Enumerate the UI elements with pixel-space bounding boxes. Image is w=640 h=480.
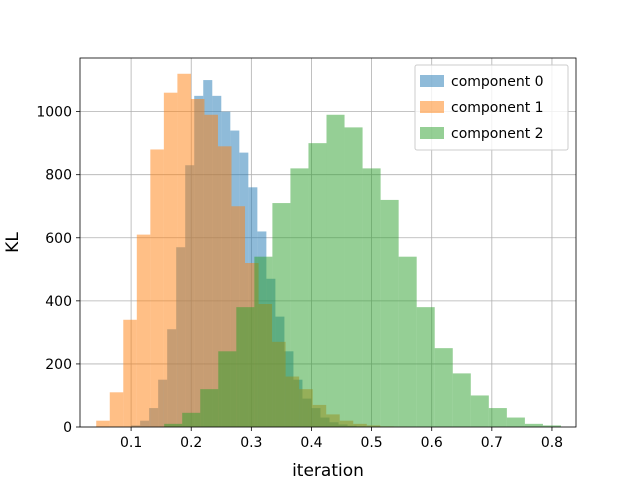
legend: component 0 component 1 component 2 — [414, 64, 569, 151]
legend-label: component 2 — [451, 126, 544, 142]
histogram-bar — [326, 114, 345, 428]
histogram-bar — [109, 392, 124, 427]
histogram-bar — [163, 92, 178, 427]
y-axis-label: KL — [3, 232, 23, 253]
legend-label: component 0 — [451, 74, 544, 90]
histogram-bar — [344, 127, 363, 427]
y-tick-label: 1000 — [36, 105, 72, 121]
histogram-bar — [416, 307, 435, 427]
histogram-bar — [452, 373, 471, 427]
axis-ticks: 0.1 0.2 0.3 0.4 0.5 0.6 0.7 0.8 0 200 400 600 800 100… — [36, 105, 563, 451]
x-axis-label: iteration — [292, 461, 364, 480]
histogram-bar — [506, 417, 525, 427]
histogram-bar — [254, 256, 273, 427]
legend-box — [414, 64, 569, 151]
x-tick-label: 0.7 — [481, 435, 503, 451]
histogram-bar — [164, 423, 183, 427]
legend-swatch — [420, 127, 444, 139]
histogram-bar — [362, 168, 381, 427]
histogram-bar — [182, 412, 201, 427]
histogram-bar — [524, 423, 543, 427]
x-tick-label: 0.1 — [120, 435, 142, 451]
histogram-bar — [290, 168, 309, 427]
histogram-bar — [236, 307, 255, 427]
histogram-bars — [96, 73, 561, 428]
histogram-bar — [470, 395, 489, 427]
histogram-bar — [200, 389, 219, 427]
histogram-bar — [434, 348, 453, 427]
x-tick-label: 0.6 — [421, 435, 443, 451]
histogram-bar — [272, 203, 291, 427]
histogram-bar — [488, 408, 507, 427]
plot-frame — [79, 57, 577, 428]
series-2-bars — [164, 114, 561, 428]
histogram-bar — [96, 420, 110, 427]
legend-label: component 1 — [451, 100, 544, 116]
histogram-bar — [308, 143, 327, 427]
x-tick-label: 0.5 — [360, 435, 382, 451]
y-tick-label: 600 — [45, 231, 72, 247]
y-tick-label: 400 — [45, 294, 72, 310]
y-tick-label: 800 — [45, 168, 72, 184]
histogram-bar — [218, 351, 237, 427]
histogram-bar — [380, 199, 399, 427]
histogram-bar — [150, 149, 164, 427]
legend-swatch — [420, 101, 444, 113]
histogram-bar — [123, 319, 137, 427]
x-tick-label: 0.2 — [180, 435, 202, 451]
x-tick-label: 0.4 — [300, 435, 322, 451]
legend-swatch — [420, 75, 444, 87]
y-tick-label: 0 — [63, 420, 72, 436]
histogram-bar — [398, 256, 417, 427]
histogram-bar — [136, 234, 151, 427]
x-tick-label: 0.3 — [240, 435, 262, 451]
histogram-bar — [204, 114, 218, 428]
x-tick-label: 0.8 — [541, 435, 563, 451]
histogram-bar — [177, 73, 191, 428]
histogram-bar — [542, 425, 561, 427]
histogram-bar — [190, 99, 205, 427]
y-tick-label: 200 — [45, 357, 72, 373]
